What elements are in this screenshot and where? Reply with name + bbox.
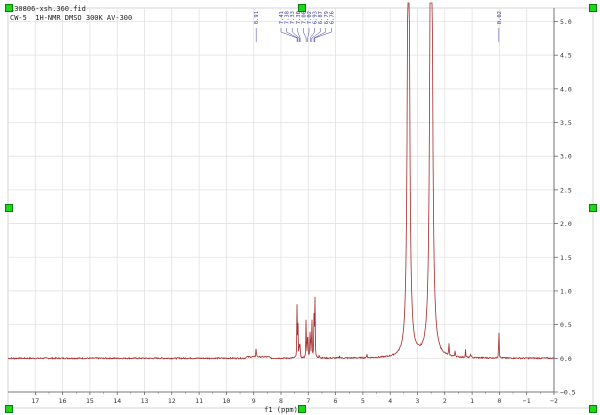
peak-label: 7.33 — [290, 11, 296, 24]
x-tick-label: 0 — [497, 397, 501, 405]
x-tick-label: 8 — [279, 397, 283, 405]
spectrum-line — [7, 2, 555, 360]
peak-label: 6.93 — [313, 11, 319, 24]
y-tick-label: −0.5 — [560, 389, 576, 397]
y-tick-label: 4.0 — [560, 85, 572, 93]
x-tick-label: 4 — [388, 397, 392, 405]
y-tick-label: 1.0 — [560, 287, 572, 295]
peak-label-connector — [280, 28, 298, 42]
peak-label-connector — [313, 28, 327, 42]
x-tick-label: 11 — [195, 397, 203, 405]
x-tick-label: 13 — [141, 397, 149, 405]
y-tick-label: 2.5 — [560, 186, 572, 194]
y-tick-label: 0.5 — [560, 321, 572, 329]
x-tick-label: 7 — [306, 397, 310, 405]
peak-label: 6.76 — [329, 11, 335, 24]
peak-label-connector — [307, 28, 310, 42]
resize-handle-top-left[interactable] — [5, 4, 13, 12]
peak-label-connector — [286, 28, 299, 42]
file-name: 130806-xsh.360.fid — [10, 5, 86, 13]
x-tick-label: 16 — [59, 397, 67, 405]
y-tick-label: 4.5 — [560, 52, 572, 60]
x-tick-label: 3 — [416, 397, 420, 405]
x-tick-label: 14 — [113, 397, 121, 405]
resize-handle-right[interactable] — [589, 204, 597, 212]
peak-label: 7.08 — [301, 11, 307, 24]
peak-label: 6.79 — [324, 11, 330, 24]
resize-handle-bottom[interactable] — [298, 405, 306, 413]
x-tick-label: 10 — [222, 397, 230, 405]
x-tick-label: 6 — [334, 397, 338, 405]
peak-labels: 8.91 7.41 7.38 7.33 7.30 7.08 7.02 6.93 6.87 6.79… — [254, 11, 503, 42]
axes: 17 16 15 14 13 12 11 10 9 8 7 6 5 4 3 2 1 0 −1 −2−0.50.00.5… — [8, 8, 576, 405]
resize-handle-top[interactable] — [298, 4, 306, 12]
peak-label-connector — [303, 28, 307, 42]
experiment-info: CW-5 1H-NMR DMSO 300K AV-300 — [10, 14, 133, 22]
y-tick-label: 3.0 — [560, 153, 572, 161]
x-tick-label: 2 — [443, 397, 447, 405]
peak-label-connector — [309, 28, 315, 42]
resize-handle-bottom-left[interactable] — [5, 405, 13, 413]
peak-label: 7.41 — [279, 11, 285, 24]
x-tick-label: −2 — [550, 397, 558, 405]
peak-label-connector — [314, 28, 332, 42]
y-tick-label: 3.5 — [560, 119, 572, 127]
x-tick-label: 17 — [31, 397, 39, 405]
x-tick-label: −1 — [523, 397, 531, 405]
resize-handle-bottom-right[interactable] — [589, 405, 597, 413]
resize-handle-left[interactable] — [5, 204, 13, 212]
x-tick-label: 12 — [168, 397, 176, 405]
peak-label: 8.91 — [254, 11, 260, 24]
resize-handle-top-right[interactable] — [589, 4, 597, 12]
peak-label: 7.30 — [296, 11, 302, 24]
peak-label: 7.02 — [307, 11, 313, 24]
y-tick-label: 2.0 — [560, 220, 572, 228]
x-tick-label: 1 — [470, 397, 474, 405]
peak-label-connector — [297, 28, 301, 42]
x-tick-label: 5 — [361, 397, 365, 405]
y-tick-label: 0.0 — [560, 355, 572, 363]
x-tick-label: 9 — [252, 397, 256, 405]
y-tick-label: 1.5 — [560, 254, 572, 262]
peak-label-connector — [311, 28, 321, 42]
peak-label: 6.87 — [318, 11, 324, 24]
peak-label: 7.38 — [285, 11, 291, 24]
x-axis-label: f1 (ppm) — [264, 406, 298, 414]
x-tick-label: 15 — [86, 397, 94, 405]
y-tick-label: 5.0 — [560, 18, 572, 26]
peak-label: 0.02 — [497, 11, 503, 24]
peak-label-connector — [291, 28, 300, 42]
